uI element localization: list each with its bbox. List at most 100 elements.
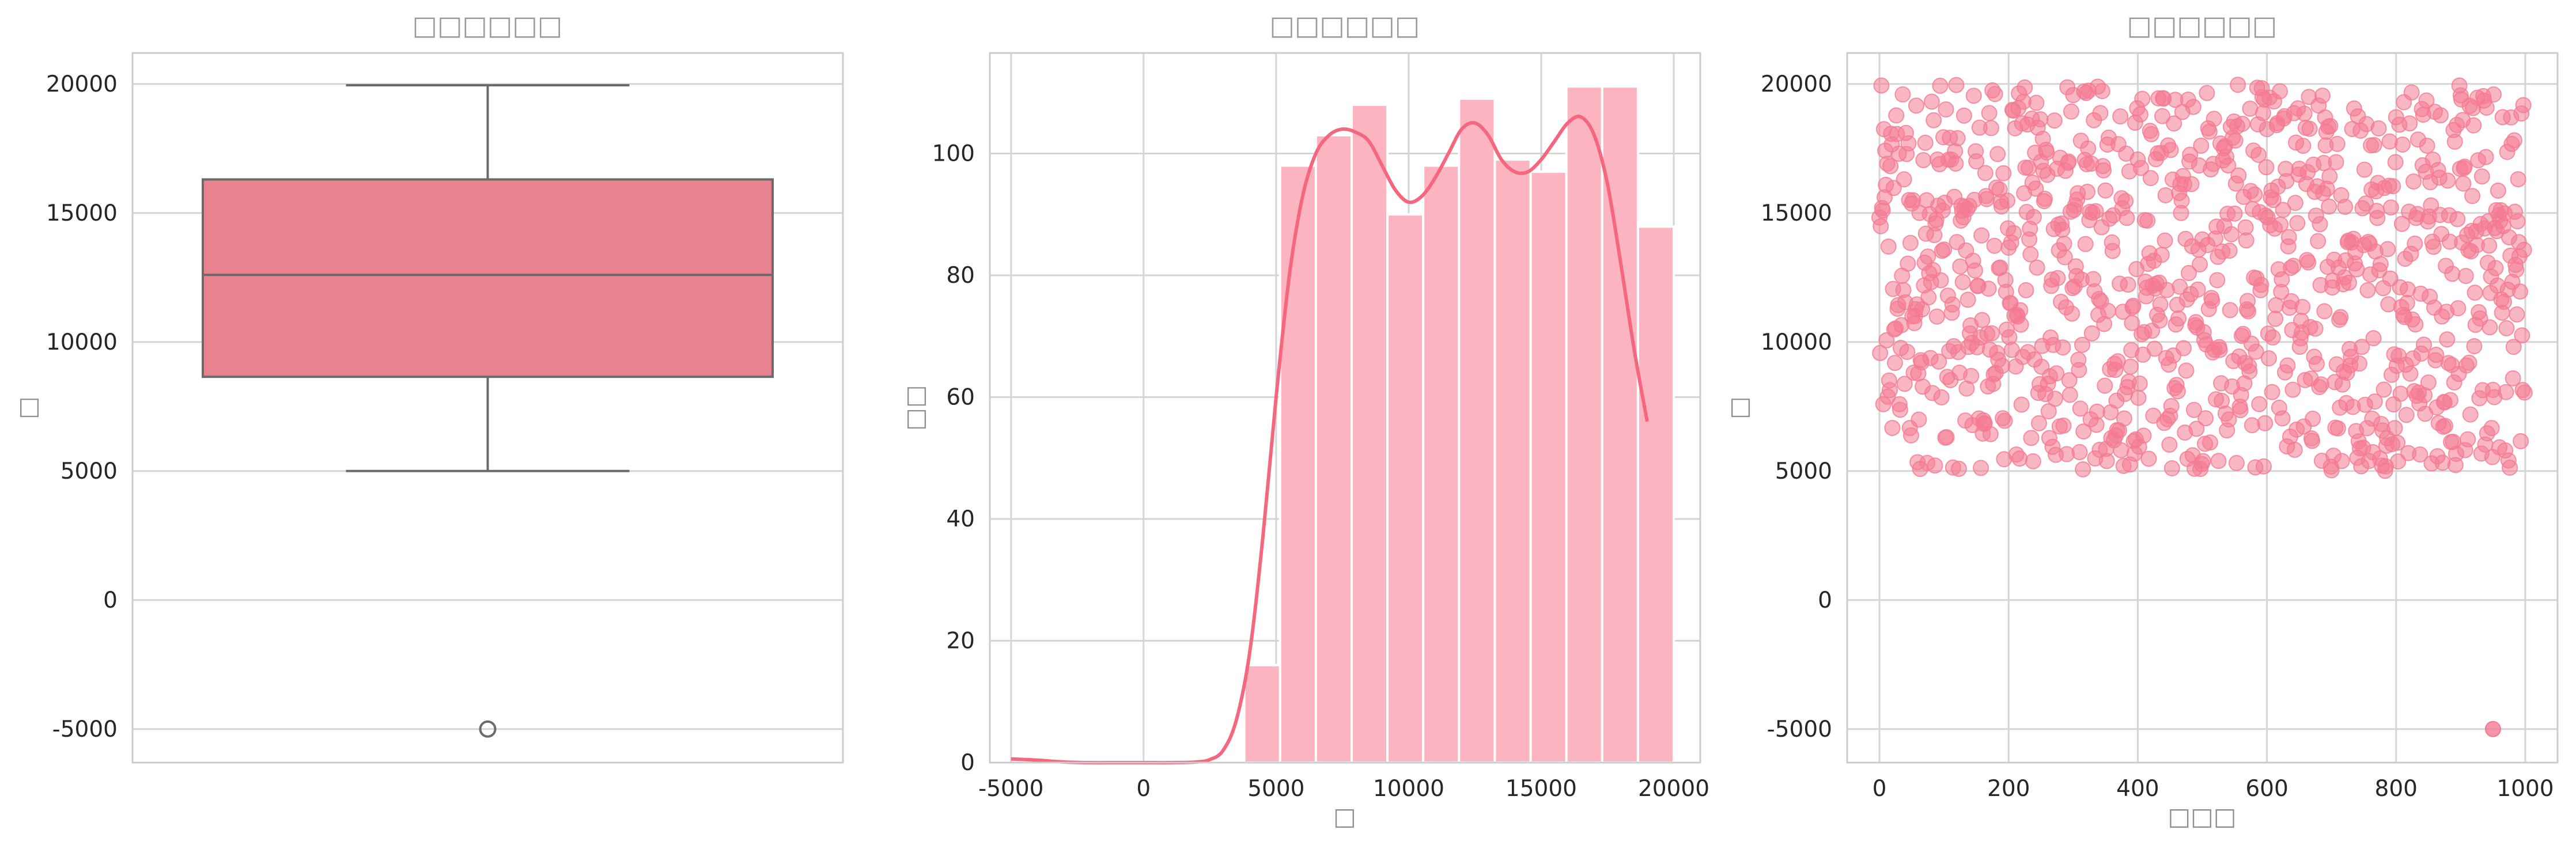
scatter-point (2329, 135, 2346, 152)
histogram-bar (1636, 225, 1675, 764)
scatter-point (1894, 86, 1911, 103)
scatter-point (1995, 165, 2012, 181)
scatter-point (2071, 444, 2088, 460)
scatter-point (1882, 158, 1899, 175)
scatter-point (2316, 303, 2333, 320)
scatter-point (2509, 306, 2525, 323)
scatter-point (1884, 419, 1901, 436)
boxplot-y-axis-label: □ (13, 396, 41, 419)
scatter-point (2490, 182, 2506, 199)
scatter-point (2267, 310, 2284, 327)
scatter-point (2403, 84, 2420, 101)
scatter-point (2348, 261, 2365, 278)
scatter-point (2264, 329, 2281, 346)
scatter-point (2428, 347, 2445, 363)
scatter-point (2307, 320, 2324, 337)
scatter-point (2412, 446, 2429, 463)
scatter-point (1920, 248, 1936, 265)
scatter-point (2049, 270, 2066, 286)
scatter-point (1996, 412, 2013, 429)
scatter-point (2442, 392, 2458, 408)
histogram-frame (989, 52, 1701, 764)
scatter-point (2056, 249, 2073, 266)
scatter-point (2017, 79, 2033, 96)
scatter-point (2258, 159, 2275, 176)
scatter-point (1902, 234, 1919, 251)
scatter-point (2366, 137, 2382, 153)
scatter-point (2286, 441, 2303, 458)
scatter-title: □□□□□□ (2127, 10, 2278, 41)
scatter-y-tick-label: 5000 (1775, 458, 1832, 484)
scatter-point (2356, 161, 2373, 178)
scatter-point (2437, 418, 2453, 434)
scatter-point (2467, 285, 2483, 301)
scatter-point (2157, 232, 2173, 249)
scatter-point (1888, 107, 1905, 124)
scatter-point (2185, 401, 2202, 418)
scatter-point (2071, 362, 2087, 378)
scatter-x-tick-label: 800 (2375, 776, 2418, 802)
scatter-point (2188, 420, 2205, 437)
scatter-point (2449, 211, 2466, 228)
scatter-point (2420, 374, 2437, 391)
scatter-point (2221, 242, 2238, 259)
histogram-x-tick-label: 20000 (1638, 776, 1709, 802)
scatter-point (2274, 271, 2290, 288)
scatter-point (2120, 276, 2136, 293)
scatter-point (2123, 358, 2139, 375)
histogram-y-tick-label: 40 (946, 506, 975, 532)
scatter-point (2386, 420, 2403, 437)
scatter-point (2322, 118, 2339, 134)
histogram-x-tick-label: -5000 (978, 776, 1043, 802)
scatter-point (2220, 157, 2237, 174)
scatter-point (2063, 103, 2079, 120)
scatter-point (2146, 340, 2163, 357)
scatter-point (1938, 429, 1955, 445)
scatter-point (2287, 195, 2303, 211)
scatter-point (2125, 297, 2142, 314)
scatter-point (1931, 353, 1947, 370)
scatter-point (2511, 283, 2528, 300)
scatter-point (2135, 427, 2152, 444)
scatter-point (2268, 297, 2284, 313)
scatter-point (2241, 363, 2258, 380)
scatter-point (2392, 385, 2409, 402)
histogram-y-tick-label: 100 (932, 141, 975, 166)
scatter-point (2505, 339, 2522, 355)
scatter-point (2079, 184, 2095, 200)
scatter-point (1911, 411, 1927, 428)
histogram-marks (1011, 85, 1675, 765)
scatter-point (1923, 93, 1940, 110)
scatter-point (2248, 343, 2264, 360)
scatter-point (1933, 389, 1950, 405)
boxplot-y-tick-label: 0 (103, 588, 118, 613)
scatter-point (2124, 314, 2140, 331)
scatter-point (2030, 415, 2047, 431)
scatter-point (2477, 149, 2494, 165)
scatter-point (2080, 140, 2097, 157)
scatter-point (2185, 98, 2201, 115)
interquartile-box (202, 178, 774, 378)
scatter-point (1954, 274, 1971, 290)
scatter-point (2514, 327, 2530, 344)
scatter-point (1872, 344, 1889, 361)
scatter-point (1982, 426, 1999, 442)
histogram-x-tick-label: 15000 (1505, 776, 1577, 802)
scatter-point (2402, 365, 2419, 382)
scatter-point (2465, 117, 2482, 134)
scatter-point (2387, 154, 2404, 170)
scatter-point (2321, 198, 2337, 215)
scatter-point (1980, 281, 1997, 297)
scatter-point (2223, 226, 2240, 242)
scatter-point (2284, 381, 2301, 398)
scatter-point (2314, 88, 2331, 104)
scatter-point (2027, 180, 2044, 197)
boxplot-y-ticks: -5000 0 5000 10000 15000 20000 (46, 71, 118, 742)
scatter-point (1932, 77, 1949, 94)
scatter-point (2011, 450, 2028, 467)
scatter-point (2405, 173, 2422, 190)
scatter-point (1938, 101, 1954, 118)
scatter-point (2255, 105, 2271, 122)
scatter-point (2018, 282, 2034, 298)
boxplot-marks (202, 84, 774, 738)
